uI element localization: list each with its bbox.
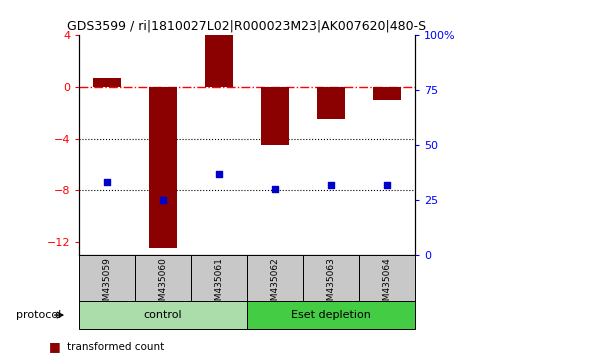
Bar <box>317 87 345 119</box>
Point <box>158 197 168 203</box>
Point <box>214 171 224 177</box>
Bar <box>79 301 247 329</box>
Bar <box>191 255 247 301</box>
Text: GSM435061: GSM435061 <box>215 257 224 312</box>
Bar <box>149 87 177 249</box>
Bar <box>93 78 121 87</box>
Text: GSM435060: GSM435060 <box>159 257 168 312</box>
Point <box>326 182 336 188</box>
Text: protocol: protocol <box>16 310 61 320</box>
Bar <box>359 255 415 301</box>
Text: GSM435062: GSM435062 <box>270 257 279 312</box>
Point <box>382 182 392 188</box>
Point <box>270 186 280 192</box>
Bar <box>247 301 415 329</box>
Title: GDS3599 / ri|1810027L02|R000023M23|AK007620|480-S: GDS3599 / ri|1810027L02|R000023M23|AK007… <box>68 20 426 33</box>
Text: Eset depletion: Eset depletion <box>291 310 371 320</box>
Text: transformed count: transformed count <box>67 342 164 352</box>
Bar <box>205 35 233 87</box>
Bar <box>303 255 359 301</box>
Point <box>102 179 112 185</box>
Bar <box>261 87 289 145</box>
Text: GSM435064: GSM435064 <box>382 257 392 312</box>
Text: ■: ■ <box>49 341 60 353</box>
Bar <box>135 255 191 301</box>
Bar <box>373 87 401 100</box>
Text: GSM435063: GSM435063 <box>326 257 336 312</box>
Bar <box>247 255 303 301</box>
Text: control: control <box>144 310 182 320</box>
Bar <box>79 255 135 301</box>
Text: GSM435059: GSM435059 <box>102 257 112 312</box>
